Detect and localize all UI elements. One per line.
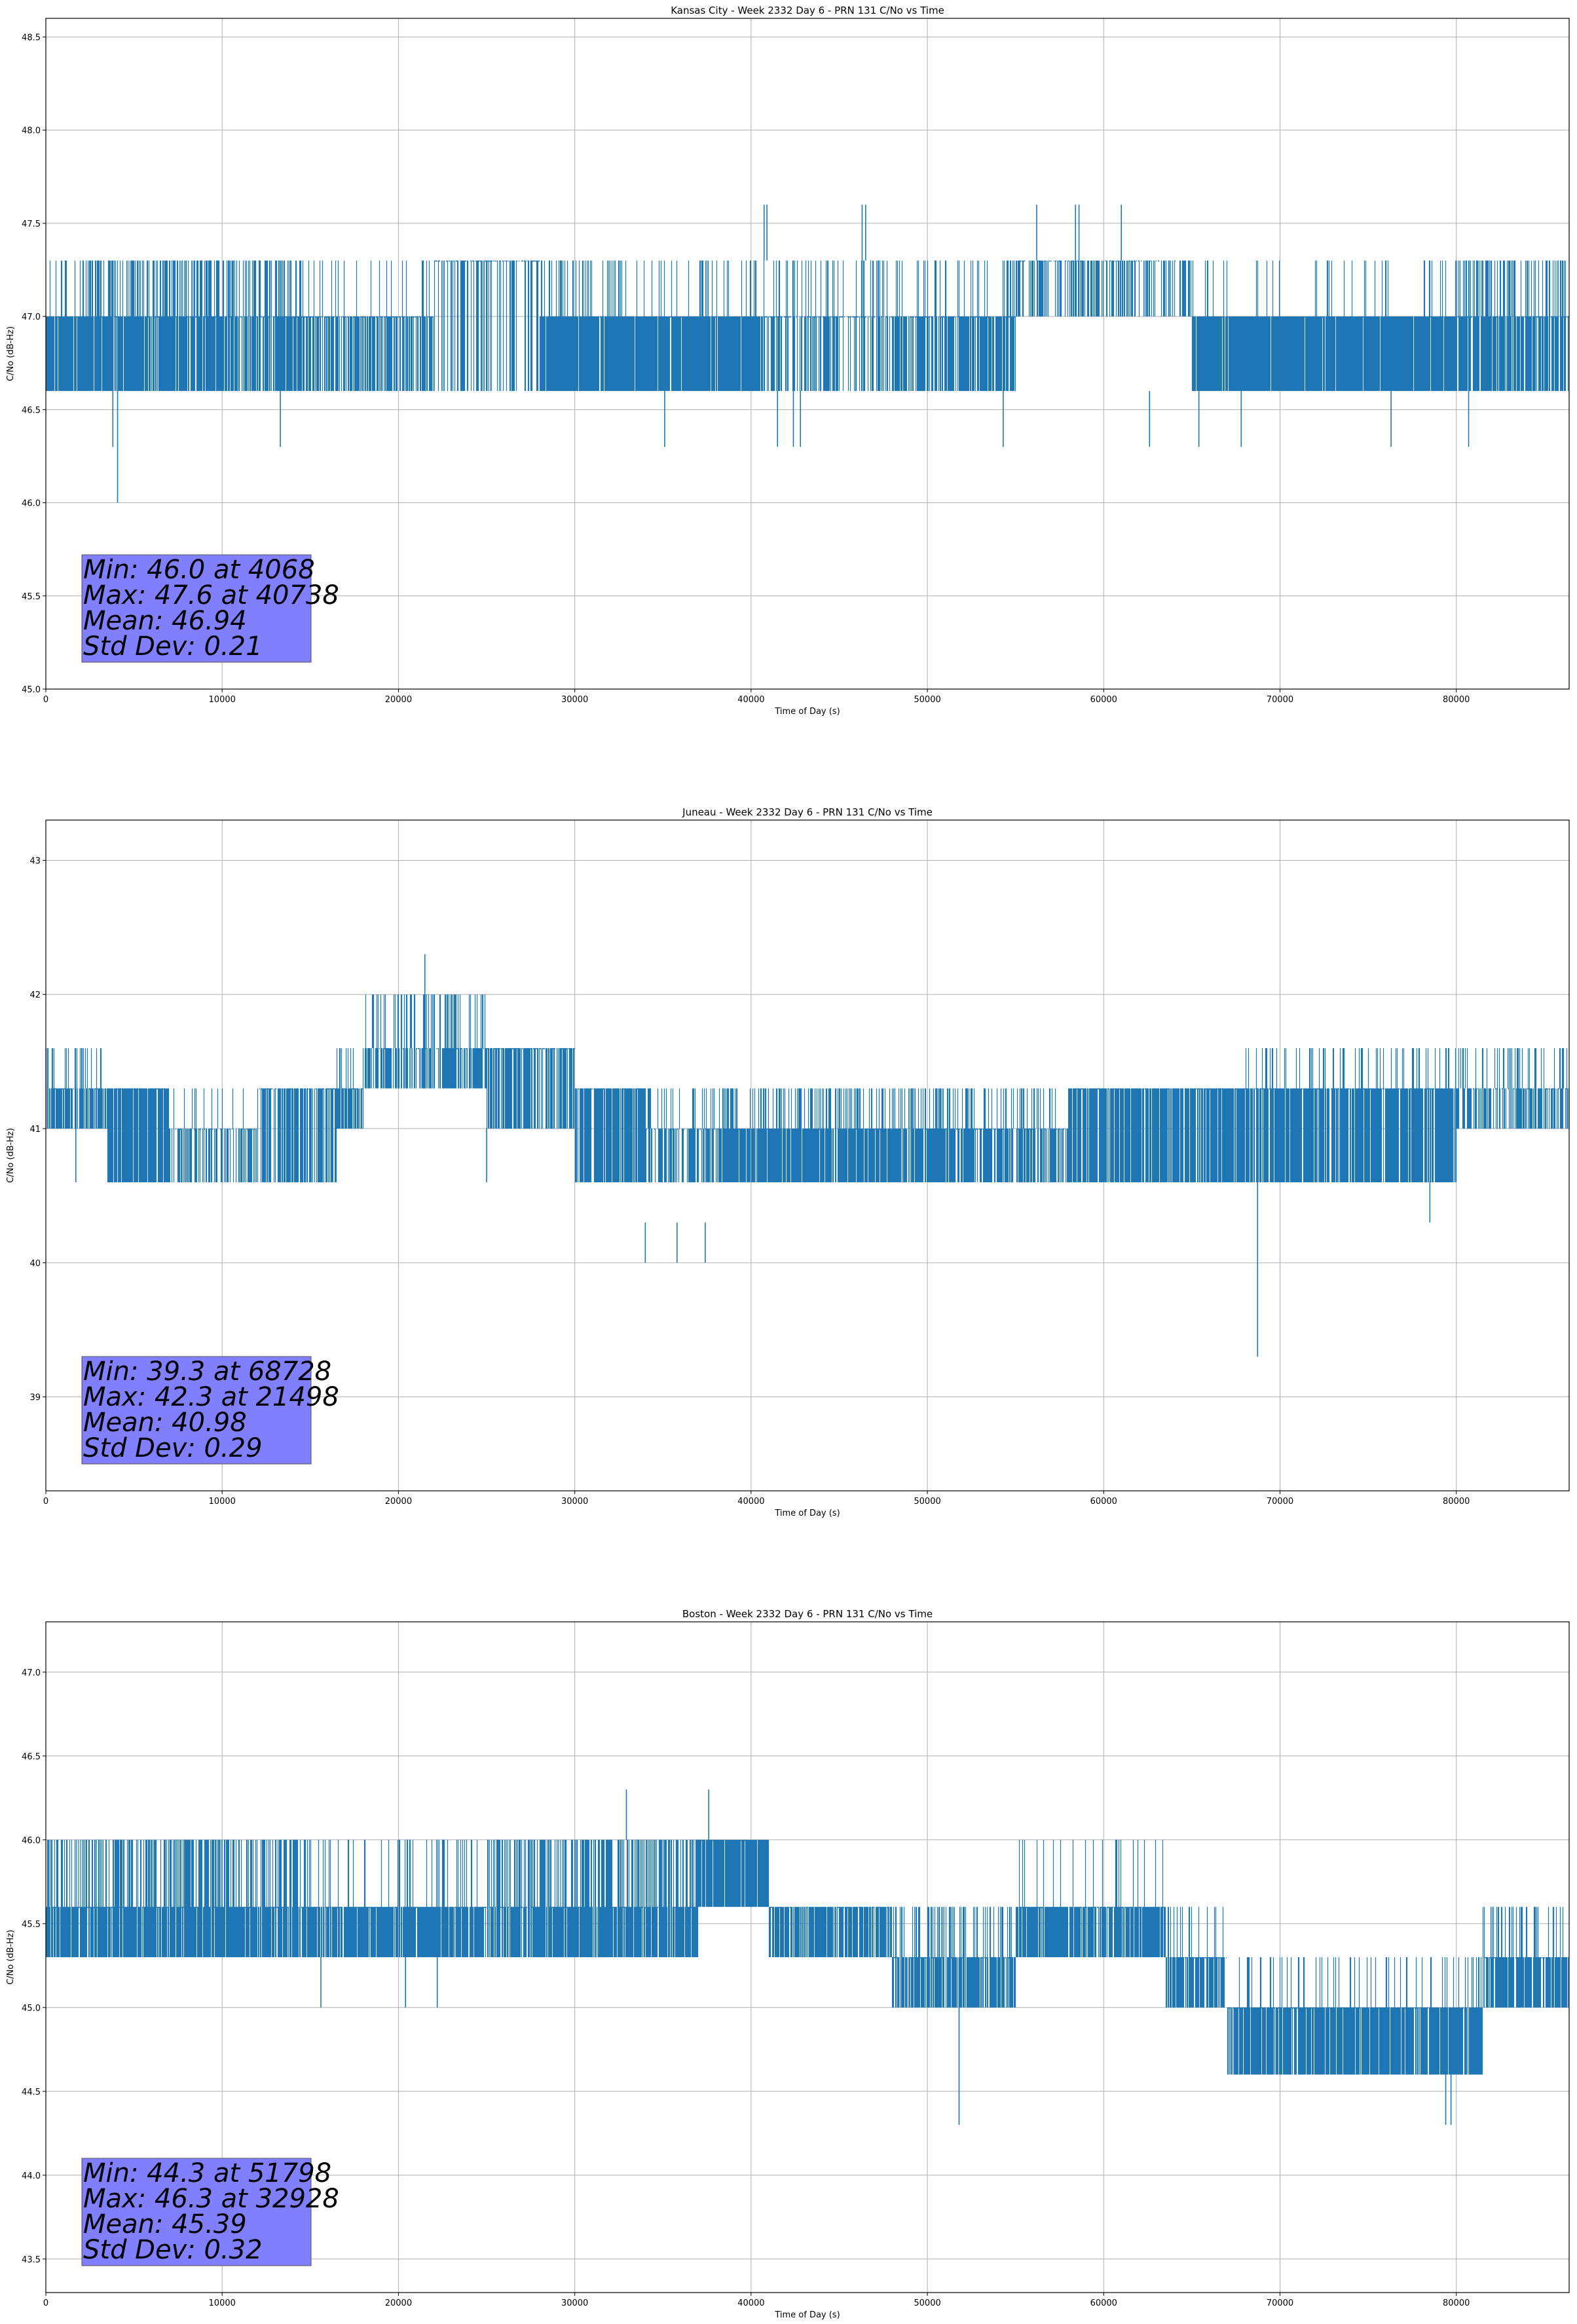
x-tick-label: 0: [43, 1497, 48, 1507]
y-tick-label: 48.0: [22, 126, 41, 136]
x-tick-label: 80000: [1443, 1497, 1470, 1507]
chart-panel-3: 0 10000 20000 30000 40000 50000 60000 70000 8000…: [6, 1608, 1570, 2320]
stats-line: Max: 47.6 at 40738: [83, 580, 339, 610]
axes-frame: [45, 18, 1570, 690]
y-tick-label: 47.0: [22, 312, 41, 322]
stats-line: Min: 39.3 at 68728: [83, 1357, 331, 1387]
x-tick-label: 40000: [737, 695, 764, 705]
y-tick-label: 45.0: [22, 685, 41, 695]
x-tick-label: 10000: [209, 1497, 236, 1507]
stats-line: Mean: 40.98: [83, 1408, 247, 1438]
stats-line: Mean: 46.94: [83, 606, 247, 636]
stats-line: Std Dev: 0.29: [83, 1433, 263, 1463]
y-tick-label: 46.5: [22, 405, 41, 415]
x-tick-label: 70000: [1267, 695, 1293, 705]
x-tick-label: 50000: [914, 1497, 940, 1507]
y-tick-label: 47.5: [22, 219, 41, 229]
axes-frame: [45, 819, 1570, 1491]
x-tick-label: 10000: [209, 695, 236, 705]
y-tick-label: 42: [29, 990, 41, 1000]
series-line: [45, 260, 1570, 391]
y-tick-label: 39: [29, 1393, 41, 1403]
x-tick-label: 60000: [1090, 1497, 1117, 1507]
y-tick-label: 45.5: [22, 592, 41, 602]
chart-panel-1: 0 10000 20000 30000 40000 50000 60000 70000 8000…: [6, 5, 1570, 717]
y-tick-label: 43: [29, 856, 41, 866]
x-tick-label: 20000: [385, 695, 412, 705]
x-tick-label: 60000: [1090, 695, 1117, 705]
chart-title: Juneau - Week 2332 Day 6 - PRN 131 C/No …: [682, 806, 933, 818]
y-tick-label: 46.0: [22, 499, 41, 509]
stats-box: [81, 1356, 312, 1465]
x-tick-label: 0: [43, 695, 48, 705]
x-tick-label: 70000: [1267, 1497, 1293, 1507]
stats-line: Min: 46.0 at 4068: [83, 555, 315, 585]
y-tick-label: 40: [29, 1259, 41, 1269]
stats-box: [81, 554, 312, 663]
x-axis-label: Time of Day (s): [774, 707, 840, 717]
y-axis-label: C/No (dB-Hz): [6, 1128, 16, 1183]
x-tick-label: 30000: [561, 695, 588, 705]
x-tick-label: 30000: [561, 1497, 588, 1507]
chart-title: Kansas City - Week 2332 Day 6 - PRN 131 …: [671, 5, 944, 16]
series-line: [45, 1839, 1569, 2075]
x-axis-label: Time of Day (s): [774, 1509, 840, 1518]
stats-line: Max: 42.3 at 21498: [83, 1382, 339, 1412]
series-line: [45, 994, 1570, 1182]
x-tick-label: 20000: [385, 1497, 412, 1507]
x-tick-label: 50000: [914, 695, 940, 705]
chart-panel-2: 0 10000 20000 30000 40000 50000 60000 70000 8000…: [6, 806, 1570, 1518]
y-tick-label: 48.5: [22, 33, 41, 43]
x-tick-label: 80000: [1443, 695, 1470, 705]
stats-line: Std Dev: 0.21: [83, 631, 263, 662]
x-tick-label: 40000: [737, 1497, 764, 1507]
y-tick-label: 41: [29, 1125, 41, 1134]
y-axis-label: C/No (dB-Hz): [6, 326, 16, 381]
